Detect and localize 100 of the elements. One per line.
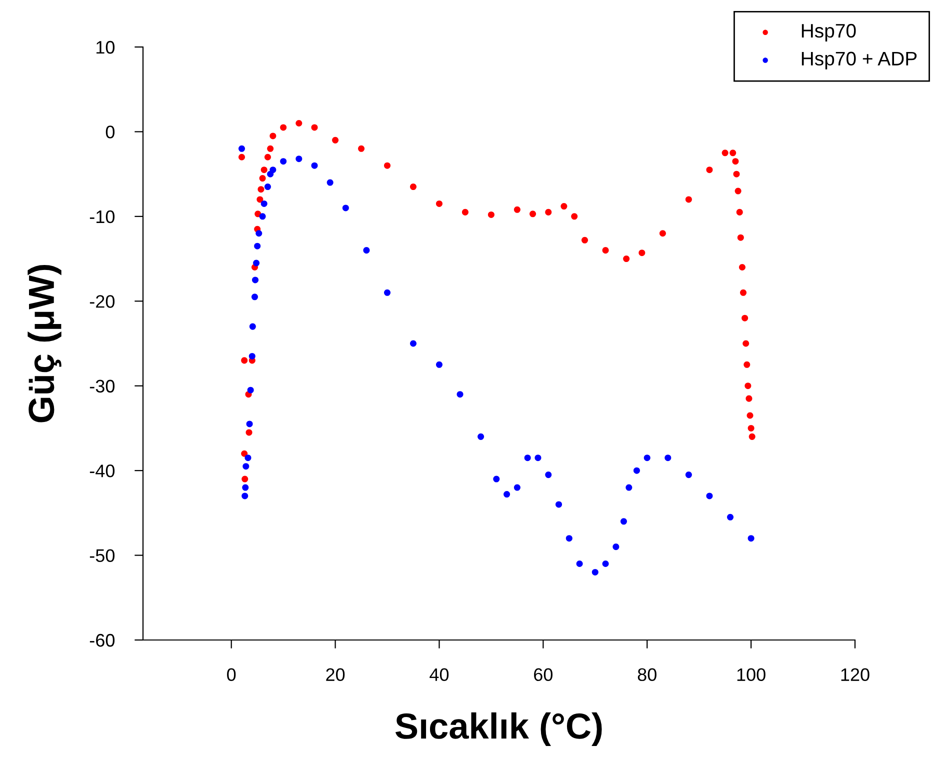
point: [734, 188, 742, 194]
point: [244, 454, 252, 462]
point: [258, 186, 264, 193]
point: [280, 124, 287, 131]
point: [270, 132, 276, 140]
point: [478, 433, 484, 440]
point: [620, 518, 627, 525]
x-tick-label: 60: [534, 668, 553, 682]
point: [311, 162, 318, 169]
point: [251, 294, 258, 300]
point: [556, 501, 562, 508]
point: [545, 472, 552, 478]
point: [740, 289, 747, 296]
point: [436, 200, 442, 207]
point: [246, 429, 252, 436]
point: [722, 150, 728, 156]
point: [571, 213, 578, 220]
point: [260, 200, 268, 207]
point: [264, 184, 271, 190]
legend-label: Hsp70 + ADP: [802, 52, 917, 70]
x-tick-label: 100: [737, 668, 766, 682]
point: [253, 260, 260, 266]
y-axis-title: Güç (μW): [28, 265, 62, 422]
point: [602, 247, 609, 254]
point: [744, 382, 752, 390]
x-tick-label: 20: [326, 668, 345, 682]
point: [545, 208, 552, 216]
point: [738, 264, 746, 271]
point: [488, 211, 494, 218]
point: [748, 535, 754, 542]
point: [280, 158, 287, 165]
point: [644, 454, 650, 462]
point: [256, 196, 264, 203]
point: [242, 476, 248, 482]
point: [730, 150, 736, 156]
point: [241, 450, 248, 457]
point: [332, 136, 339, 144]
x-tick-label: 120: [841, 668, 870, 682]
point: [296, 120, 302, 126]
point: [363, 247, 370, 254]
point: [566, 535, 572, 542]
point: [358, 145, 365, 152]
point: [612, 544, 620, 550]
point: [638, 250, 646, 256]
point: [524, 454, 531, 462]
point: [592, 568, 598, 576]
point: [530, 210, 536, 218]
point: [732, 158, 739, 165]
legend-label: Hsp70: [802, 24, 856, 42]
x-tick-label: 80: [638, 668, 656, 682]
point: [436, 361, 442, 368]
point: [462, 208, 468, 216]
point: [504, 491, 510, 498]
point: [384, 162, 391, 169]
point: [296, 156, 302, 162]
point: [737, 234, 744, 241]
point: [514, 484, 520, 491]
point: [247, 386, 254, 394]
point: [685, 472, 692, 478]
point: [241, 357, 248, 364]
point: [493, 476, 500, 482]
point: [246, 420, 253, 428]
y-tick-label: -30: [90, 380, 115, 393]
point: [560, 203, 568, 210]
y-tick-label: -50: [90, 549, 115, 562]
point: [254, 242, 261, 250]
point: [267, 145, 274, 152]
point: [248, 352, 256, 360]
y-tick-label: -60: [90, 634, 115, 647]
point: [727, 514, 734, 520]
y-tick-label: -10: [90, 210, 115, 224]
point: [410, 340, 417, 347]
point: [410, 184, 417, 190]
point: [746, 412, 754, 419]
point: [254, 210, 262, 218]
point: [602, 560, 609, 568]
point: [626, 484, 632, 491]
point: [744, 361, 750, 368]
point: [733, 170, 740, 178]
point: [742, 340, 750, 347]
point: [748, 424, 754, 432]
point: [736, 208, 743, 216]
point: [685, 196, 692, 203]
point: [456, 391, 464, 398]
point: [659, 230, 666, 237]
point: [242, 492, 248, 500]
x-tick-label: 40: [430, 668, 449, 682]
point: [270, 166, 276, 174]
point: [238, 145, 245, 152]
point: [256, 230, 262, 237]
point: [238, 154, 245, 160]
point: [342, 204, 349, 212]
x-axis-title: Sıcaklık (°C): [395, 712, 602, 746]
point: [264, 154, 271, 160]
point: [384, 289, 391, 296]
point: [633, 467, 640, 474]
point: [514, 206, 520, 213]
y-tick-label: -20: [90, 295, 115, 308]
point: [259, 175, 266, 182]
point: [260, 166, 268, 174]
